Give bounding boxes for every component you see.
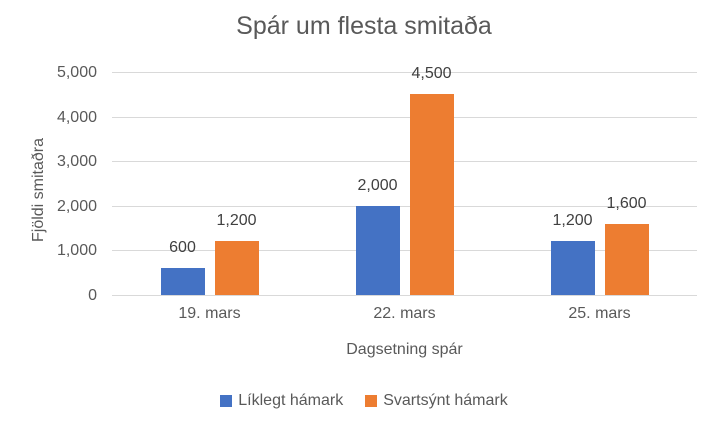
y-tick-label: 4,000: [56, 108, 97, 126]
y-tick-label: 3,000: [56, 153, 97, 171]
gridline: [112, 205, 697, 207]
legend-label: Líklegt hámark: [238, 392, 344, 409]
bar-series-2: [214, 241, 259, 295]
gridline: [112, 72, 697, 73]
bar-value-label: 1,600: [606, 194, 647, 212]
legend-swatch: [220, 395, 233, 407]
gridline: [112, 161, 697, 163]
bar-value-label: 1,200: [552, 212, 593, 230]
legend: Líklegt hámark Svartsýnt hámark: [0, 392, 728, 410]
y-tick-label: 1,000: [56, 242, 97, 260]
bar-value-label: 1,200: [216, 212, 257, 230]
bar-series-2: [604, 223, 649, 295]
bar-series-1: [355, 205, 400, 295]
bar-value-label: 4,500: [411, 65, 452, 83]
legend-item: Líklegt hámark: [220, 392, 343, 410]
legend-item: Svartsýnt hámark: [365, 392, 508, 410]
gridline: [112, 250, 697, 252]
y-tick-label: 5,000: [56, 64, 97, 81]
bar-value-label: 2,000: [357, 176, 398, 194]
x-category-label: 19. mars: [178, 305, 241, 322]
y-tick-label: 0: [88, 287, 97, 304]
x-category-label: 22. mars: [373, 305, 436, 322]
x-axis-title: Dagsetning spár: [346, 341, 463, 358]
bar-series-2: [409, 94, 454, 295]
chart-title: Spár um flesta smitaða: [236, 12, 492, 40]
y-tick-label: 2,000: [56, 197, 97, 215]
gridline: [112, 116, 697, 118]
bar-value-label: 600: [169, 239, 196, 257]
legend-swatch: [365, 395, 378, 407]
bar-series-1: [160, 268, 205, 295]
gridline: [112, 295, 697, 296]
x-category-label: 25. mars: [568, 305, 631, 322]
legend-label: Svartsýnt hámark: [383, 392, 508, 409]
bar-series-1: [550, 241, 595, 295]
